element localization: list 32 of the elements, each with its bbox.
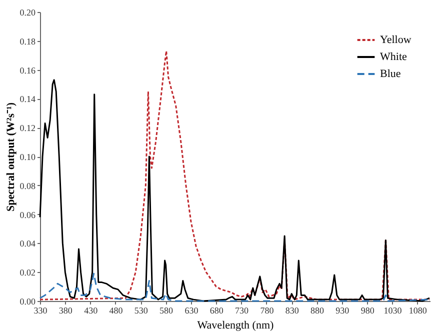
x-tick-label: 630 — [184, 306, 199, 316]
x-tick-label: 680 — [210, 306, 224, 316]
y-tick-label: 0.00 — [20, 296, 36, 306]
x-tick-label: 930 — [336, 306, 350, 316]
y-tick-label: 0.10 — [20, 152, 36, 162]
y-tick-label: 0.12 — [20, 123, 36, 134]
x-tick-label: 980 — [360, 306, 375, 316]
legend-label: Blue — [380, 68, 401, 80]
legend-label: White — [380, 51, 407, 63]
y-tick-label: 0.16 — [20, 65, 36, 76]
x-tick-label: 730 — [235, 306, 250, 316]
x-tick-label: 780 — [260, 306, 274, 316]
x-tick-label: 480 — [109, 306, 124, 316]
x-tick-label: 880 — [310, 306, 325, 316]
y-axis-title: Spectral output (W²s⁻¹) — [4, 102, 17, 212]
y-tick-label: 0.06 — [20, 210, 36, 220]
x-tick-label: 1080 — [408, 306, 428, 316]
y-tick-label: 0.20 — [20, 8, 36, 18]
y-tick-label: 0.04 — [20, 238, 36, 249]
legend-label: Yellow — [380, 34, 412, 46]
x-tick-label: 830 — [285, 306, 300, 316]
x-tick-label: 1030 — [384, 306, 402, 316]
y-tick-label: 0.18 — [20, 36, 36, 46]
y-tick-label: 0.08 — [20, 180, 36, 191]
y-tick-label: 0.02 — [20, 268, 36, 278]
x-tick-label: 330 — [34, 306, 48, 316]
x-tick-label: 580 — [160, 306, 174, 316]
y-tick-label: 0.14 — [20, 94, 36, 104]
x-tick-label: 430 — [84, 306, 98, 316]
x-tick-label: 530 — [134, 306, 148, 316]
x-axis-title: Wavelength (nm) — [197, 320, 274, 332]
x-tick-label: 380 — [58, 306, 73, 316]
